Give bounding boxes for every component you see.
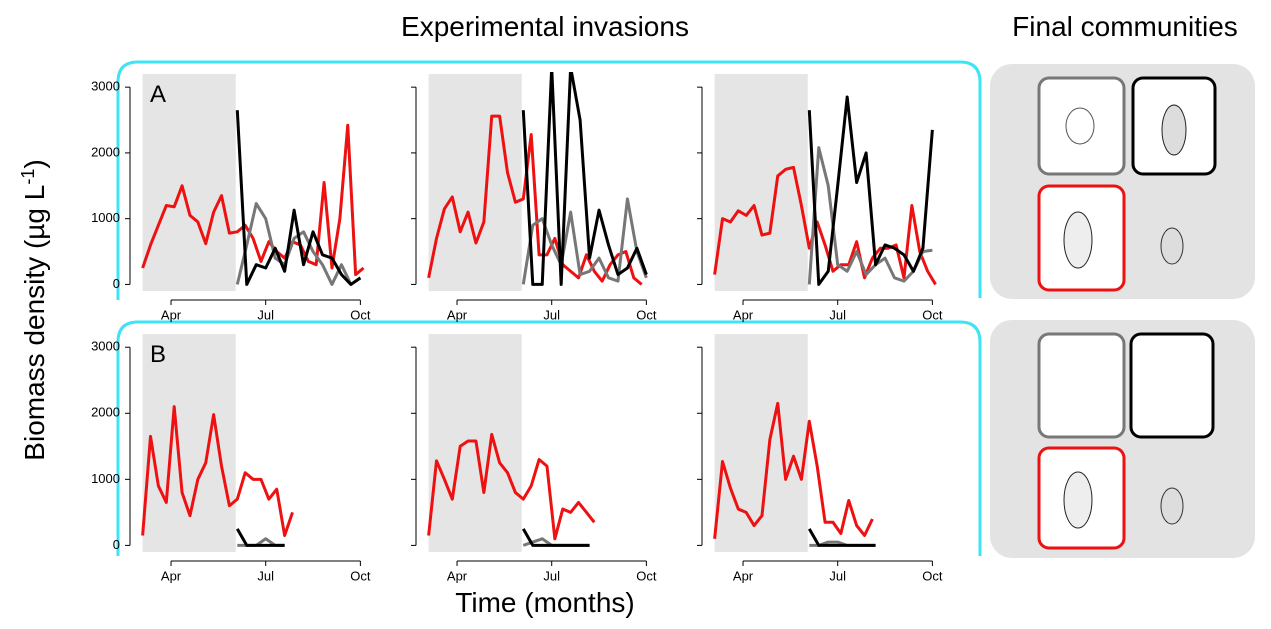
figure-title: Experimental invasions: [401, 11, 689, 42]
organism-drawing: [1065, 107, 1095, 145]
group-bracket: [116, 60, 982, 300]
x-tick-label: Jul: [543, 307, 560, 322]
x-tick-label: Apr: [733, 307, 754, 322]
y-tick-label: 1000: [91, 210, 120, 225]
data-line: [521, 528, 590, 547]
y-tick-label: 1000: [91, 471, 120, 486]
species-box: [1129, 332, 1215, 439]
shaded-period: [142, 74, 236, 291]
shaded-period: [428, 74, 522, 291]
community-a: [990, 64, 1255, 299]
organism-drawing: [1063, 471, 1093, 529]
x-tick-label: Jul: [257, 568, 274, 583]
x-tick-label: Apr: [447, 568, 468, 583]
y-label-main: Biomass density (µg L: [19, 185, 50, 461]
y-tick-label: 2000: [91, 144, 120, 159]
data-line: [521, 72, 648, 286]
y-tick-label: 3000: [91, 79, 120, 94]
community-b: [990, 320, 1255, 558]
panel-label: B: [150, 341, 166, 368]
data-line: [807, 95, 934, 286]
organism-drawing: [1160, 227, 1184, 265]
x-tick-label: Oct: [922, 568, 943, 583]
y-tick-label: 2000: [91, 405, 120, 420]
data-line: [141, 405, 294, 537]
x-tick-label: Oct: [636, 307, 657, 322]
organism-drawing: [1063, 211, 1093, 269]
data-line: [713, 165, 937, 286]
x-tick-label: Apr: [733, 568, 754, 583]
x-tick-label: Oct: [922, 307, 943, 322]
data-line: [141, 123, 365, 277]
species-box: [1037, 332, 1126, 439]
shaded-period: [714, 334, 808, 552]
data-line: [235, 528, 285, 547]
data-line: [807, 528, 876, 547]
x-tick-label: Apr: [161, 307, 182, 322]
y-tick-label: 0: [113, 276, 120, 291]
data-line: [807, 146, 933, 285]
side-title: Final communities: [1012, 11, 1238, 42]
x-axis-label: Time (months): [455, 587, 634, 618]
x-tick-label: Apr: [447, 307, 468, 322]
x-tick-label: Jul: [257, 307, 274, 322]
x-tick-label: Jul: [829, 568, 846, 583]
y-tick-label: 0: [113, 537, 120, 552]
panel-label: A: [150, 81, 166, 108]
data-line: [427, 432, 596, 541]
data-line: [235, 110, 362, 286]
shaded-period: [714, 74, 808, 291]
data-line: [713, 401, 874, 539]
x-tick-label: Oct: [350, 568, 371, 583]
organism-drawing: [1161, 104, 1187, 156]
group-bracket: [116, 320, 982, 556]
y-label-sup: -1: [18, 169, 38, 185]
organism-drawing: [1160, 487, 1184, 525]
x-tick-label: Oct: [636, 568, 657, 583]
x-tick-label: Jul: [829, 307, 846, 322]
x-tick-label: Oct: [350, 307, 371, 322]
y-axis-label: Biomass density (µg L-1): [18, 159, 50, 460]
y-label-end: ): [19, 159, 50, 168]
species-box: [1037, 76, 1126, 176]
y-tick-label: 3000: [91, 339, 120, 354]
x-tick-label: Apr: [161, 568, 182, 583]
x-tick-label: Jul: [543, 568, 560, 583]
